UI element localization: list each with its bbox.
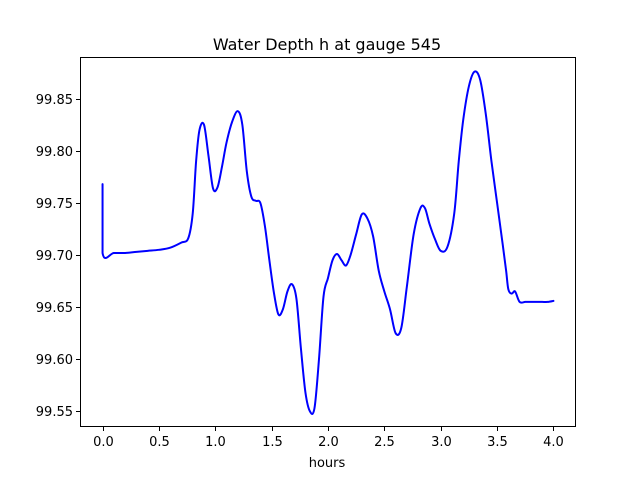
y-tick-label: 99.75 — [36, 197, 73, 212]
chart-title: Water Depth h at gauge 545 — [213, 35, 441, 54]
y-tick-label: 99.70 — [36, 249, 73, 264]
x-tick-label: 0.0 — [93, 435, 114, 450]
x-tick-label: 4.0 — [543, 435, 564, 450]
series-layer — [101, 70, 555, 416]
x-tick-label: 3.5 — [487, 435, 508, 450]
y-tick-label: 99.85 — [36, 93, 73, 108]
y-tick-label: 99.60 — [36, 353, 73, 368]
y-tick-label: 99.55 — [36, 405, 73, 420]
x-tick-label: 2.5 — [374, 435, 395, 450]
y-tick-label: 99.80 — [36, 145, 73, 160]
x-tick-label: 1.5 — [262, 435, 283, 450]
x-tick-label: 2.0 — [318, 435, 339, 450]
water-depth-series-line — [101, 70, 555, 416]
x-axis-label: hours — [309, 456, 346, 471]
y-tick-label: 99.65 — [36, 301, 73, 316]
x-tick-label: 1.0 — [205, 435, 226, 450]
x-tick-label: 3.0 — [431, 435, 452, 450]
x-tick-label: 0.5 — [149, 435, 170, 450]
y-axis: 99.55 99.60 99.65 99.70 99.75 99.80 99.85 — [36, 93, 80, 420]
plot-area-frame — [80, 57, 576, 427]
x-axis: 0.0 0.5 1.0 1.5 2.0 2.5 3.0 3.5 4.0 — [93, 427, 564, 450]
